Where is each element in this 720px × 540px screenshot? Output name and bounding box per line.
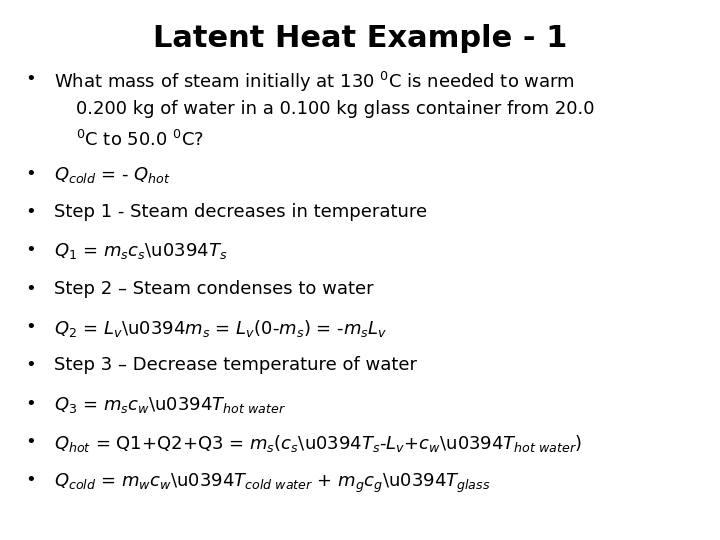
Text: •: • — [25, 471, 36, 489]
Text: •: • — [25, 318, 36, 336]
Text: •: • — [25, 356, 36, 374]
Text: $Q_2$ = $L_v$\u0394$m_s$ = $L_v$(0-$m_s$) = -$m_s$$L_v$: $Q_2$ = $L_v$\u0394$m_s$ = $L_v$(0-$m_s$… — [54, 318, 387, 339]
Text: $Q_1$ = $m_s$$c_s$\u0394$T_s$: $Q_1$ = $m_s$$c_s$\u0394$T_s$ — [54, 241, 228, 261]
Text: Step 3 – Decrease temperature of water: Step 3 – Decrease temperature of water — [54, 356, 417, 374]
Text: •: • — [25, 203, 36, 221]
Text: $Q_{cold}$ = - $Q_{hot}$: $Q_{cold}$ = - $Q_{hot}$ — [54, 165, 171, 185]
Text: $\mathdefault{^0}$C to 50.0 $\mathdefault{^0}$C?: $\mathdefault{^0}$C to 50.0 $\mathdefaul… — [76, 130, 204, 150]
Text: What mass of steam initially at 130 $\mathdefault{^0}$C is needed to warm: What mass of steam initially at 130 $\ma… — [54, 70, 575, 94]
Text: •: • — [25, 165, 36, 183]
Text: $Q_3$ = $m_s$$c_w$\u0394$T_{hot\ water}$: $Q_3$ = $m_s$$c_w$\u0394$T_{hot\ water}$ — [54, 395, 286, 415]
Text: Step 1 - Steam decreases in temperature: Step 1 - Steam decreases in temperature — [54, 203, 427, 221]
Text: Step 2 – Steam condenses to water: Step 2 – Steam condenses to water — [54, 280, 374, 298]
Text: •: • — [25, 395, 36, 413]
Text: $Q_{hot}$ = Q1+Q2+Q3 = $m_s$($c_s$\u0394$T_s$-$L_v$+$c_w$\u0394$T_{hot\ water}$): $Q_{hot}$ = Q1+Q2+Q3 = $m_s$($c_s$\u0394… — [54, 433, 582, 454]
Text: •: • — [25, 241, 36, 259]
Text: •: • — [25, 70, 36, 88]
Text: $Q_{cold}$ = $m_w$$c_w$\u0394$T_{cold\ water}$ + $m_g$$c_g$\u0394$T_{glass}$: $Q_{cold}$ = $m_w$$c_w$\u0394$T_{cold\ w… — [54, 471, 490, 495]
Text: 0.200 kg of water in a 0.100 kg glass container from 20.0: 0.200 kg of water in a 0.100 kg glass co… — [76, 100, 594, 118]
Text: •: • — [25, 280, 36, 298]
Text: •: • — [25, 433, 36, 451]
Text: Latent Heat Example - 1: Latent Heat Example - 1 — [153, 24, 567, 53]
